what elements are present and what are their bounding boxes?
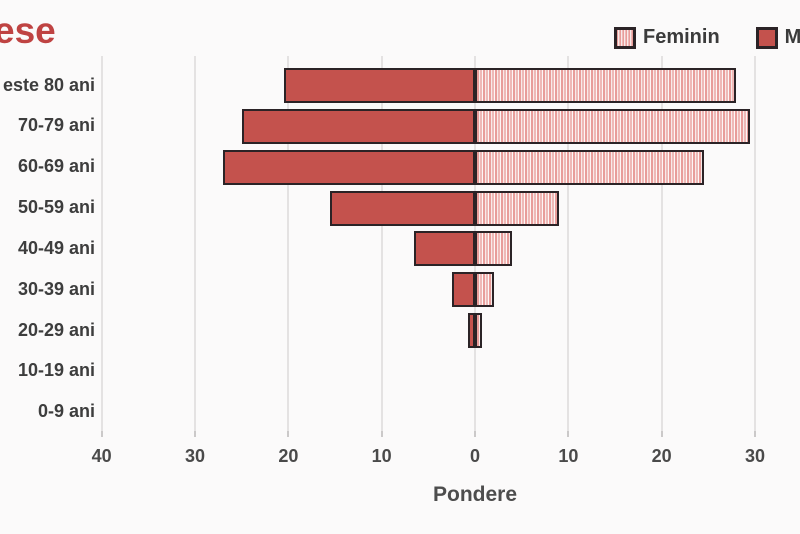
bar-feminin — [475, 149, 704, 185]
x-tick-label: 40 — [91, 446, 112, 466]
age-label: 0-9 ani — [37, 401, 95, 422]
age-label: 40-49 ani — [17, 237, 95, 258]
bar-masculin — [241, 108, 475, 144]
age-label: 50-59 ani — [17, 197, 95, 218]
axis-tick — [287, 431, 290, 437]
axis-tick — [100, 431, 103, 437]
x-axis-title: Pondere — [432, 483, 518, 506]
x-tick-label: 30 — [744, 446, 765, 466]
gridline — [194, 56, 196, 437]
bar-masculin — [283, 68, 475, 103]
axis-tick — [474, 431, 476, 437]
gridline — [753, 56, 756, 437]
axis-tick — [380, 431, 383, 437]
gridline — [100, 56, 103, 437]
age-label: 10-19 ani — [17, 360, 95, 381]
bar-masculin — [467, 313, 475, 349]
masculin-swatch-icon — [755, 26, 778, 49]
gridline — [380, 56, 383, 437]
legend-item-masculin: Ma — [755, 26, 800, 49]
age-label: 30-39 ani — [17, 278, 95, 299]
feminin-swatch-icon — [614, 26, 636, 49]
legend-label-masculin: Ma — [784, 26, 800, 48]
bar-feminin — [475, 272, 494, 308]
age-label: 20-29 ani — [17, 319, 95, 340]
legend-label-feminin: Feminin — [643, 26, 720, 48]
gridline — [287, 56, 290, 437]
age-label: 70-79 ani — [17, 115, 95, 136]
gridline — [567, 56, 570, 437]
legend-item-feminin: Feminin — [614, 26, 720, 49]
age-label: 60-69 ani — [17, 156, 95, 177]
axis-tick — [194, 431, 196, 437]
bar-masculin — [223, 149, 475, 185]
axis-tick — [567, 431, 570, 437]
bar-masculin — [414, 231, 475, 267]
axis-tick — [753, 431, 756, 437]
bar-feminin — [475, 231, 513, 267]
chart-title: ese — [0, 10, 56, 51]
gridline — [660, 56, 663, 437]
x-tick-label: 10 — [371, 446, 392, 466]
axis-tick — [660, 431, 663, 437]
x-tick-label: 20 — [651, 446, 672, 466]
bar-masculin — [330, 190, 475, 226]
bar-feminin — [475, 108, 751, 144]
bar-feminin — [475, 68, 737, 103]
x-tick-label: 0 — [469, 446, 480, 466]
legend: Feminin Ma — [614, 26, 800, 49]
x-tick-label: 30 — [184, 446, 206, 466]
bar-feminin — [475, 313, 483, 349]
x-tick-label: 20 — [278, 446, 299, 466]
bar-feminin — [475, 190, 559, 226]
age-label: este 80 ani — [2, 74, 95, 95]
bar-masculin — [451, 272, 475, 308]
x-tick-label: 10 — [558, 446, 579, 466]
